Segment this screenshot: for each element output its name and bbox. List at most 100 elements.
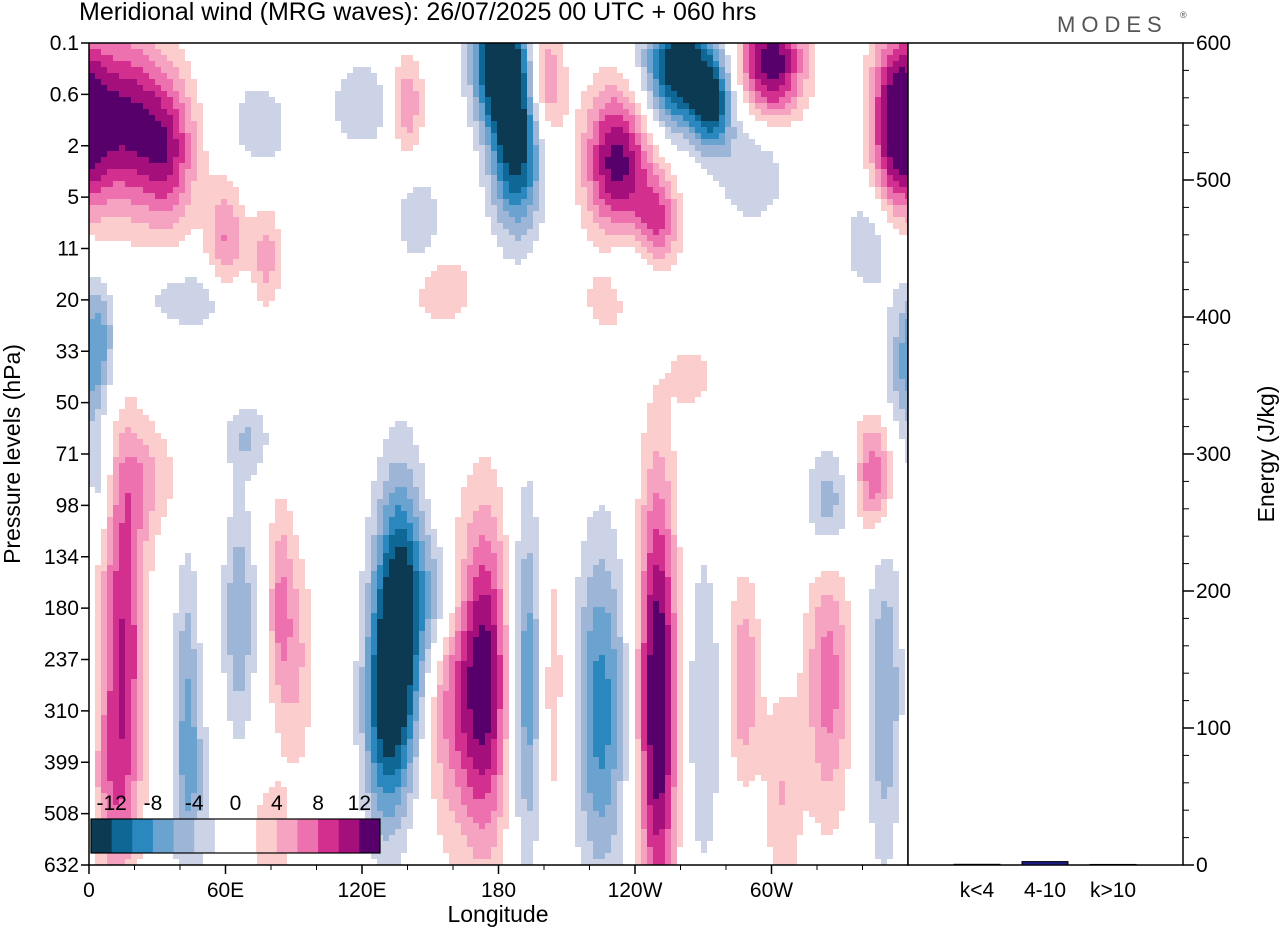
heatmap-cell xyxy=(647,67,653,73)
heatmap-cell xyxy=(491,217,497,223)
heatmap-cell xyxy=(815,475,821,481)
heatmap-cell xyxy=(245,589,251,595)
heatmap-cell xyxy=(227,427,233,433)
heatmap-cell xyxy=(395,91,401,97)
heatmap-cell xyxy=(227,613,233,619)
heatmap-cell xyxy=(185,163,191,169)
heatmap-cell xyxy=(155,463,161,469)
heatmap-cell xyxy=(695,103,701,109)
heatmap-cell xyxy=(359,103,365,109)
heatmap-cell xyxy=(137,541,143,547)
heatmap-cell xyxy=(599,229,605,235)
heatmap-cell xyxy=(593,199,599,205)
heatmap-cell xyxy=(227,541,233,547)
heatmap-cell xyxy=(857,457,863,463)
heatmap-cell xyxy=(509,139,515,145)
heatmap-cell xyxy=(425,187,431,193)
heatmap-cell xyxy=(533,547,539,553)
heatmap-cell xyxy=(761,79,767,85)
heatmap-cell xyxy=(245,547,251,553)
heatmap-cell xyxy=(431,205,437,211)
heatmap-cell xyxy=(647,529,653,535)
heatmap-cell xyxy=(605,229,611,235)
heatmap-cell xyxy=(467,565,473,571)
heatmap-cell xyxy=(491,103,497,109)
heatmap-cell xyxy=(299,607,305,613)
heatmap-cell xyxy=(167,97,173,103)
heatmap-cell xyxy=(683,133,689,139)
heatmap-cell xyxy=(575,133,581,139)
heatmap-cell xyxy=(137,523,143,529)
heatmap-cell xyxy=(407,67,413,73)
heatmap-cell xyxy=(593,553,599,559)
heatmap-cell xyxy=(659,73,665,79)
heatmap-cell xyxy=(167,487,173,493)
heatmap-cell xyxy=(371,73,377,79)
heatmap-cell xyxy=(515,241,521,247)
heatmap-cell xyxy=(155,445,161,451)
heatmap-cell xyxy=(839,601,845,607)
heatmap-cell xyxy=(587,115,593,121)
heatmap-cell xyxy=(257,145,263,151)
heatmap-cell xyxy=(863,115,869,121)
heatmap-cell xyxy=(419,205,425,211)
heatmap-cell xyxy=(905,385,908,391)
heatmap-cell xyxy=(851,247,857,253)
heatmap-cell xyxy=(395,133,401,139)
heatmap-cell xyxy=(881,595,887,601)
heatmap-cell xyxy=(509,79,515,85)
heatmap-cell xyxy=(371,571,377,577)
heatmap-cell xyxy=(875,133,881,139)
heatmap-cell xyxy=(479,145,485,151)
heatmap-cell xyxy=(479,547,485,553)
heatmap-cell xyxy=(95,325,101,331)
heatmap-cell xyxy=(881,49,887,55)
heatmap-cell xyxy=(113,577,119,583)
heatmap-cell xyxy=(389,565,395,571)
heatmap-cell xyxy=(419,199,425,205)
heatmap-cell xyxy=(377,463,383,469)
heatmap-cell xyxy=(545,85,551,91)
heatmap-cell xyxy=(101,79,107,85)
heatmap-cell xyxy=(695,85,701,91)
heatmap-cell xyxy=(887,133,893,139)
heatmap-cell xyxy=(599,505,605,511)
heatmap-cell xyxy=(161,223,167,229)
heatmap-cell xyxy=(425,595,431,601)
heatmap-cell xyxy=(383,613,389,619)
heatmap-cell xyxy=(209,187,215,193)
heatmap-cell xyxy=(125,91,131,97)
heatmap-cell xyxy=(437,589,443,595)
heatmap-cell xyxy=(743,601,749,607)
heatmap-cell xyxy=(113,421,119,427)
heatmap-cell xyxy=(641,541,647,547)
heatmap-cell xyxy=(599,547,605,553)
heatmap-cell xyxy=(671,487,677,493)
heatmap-cell xyxy=(695,127,701,133)
heatmap-cell xyxy=(137,169,143,175)
heatmap-cell xyxy=(263,253,269,259)
heatmap-cell xyxy=(641,133,647,139)
heatmap-cell xyxy=(707,601,713,607)
heatmap-cell xyxy=(653,223,659,229)
heatmap-cell xyxy=(383,487,389,493)
heatmap-cell xyxy=(197,175,203,181)
heatmap-cell xyxy=(677,43,683,49)
heatmap-cell xyxy=(137,433,143,439)
heatmap-cell xyxy=(197,289,203,295)
heatmap-cell xyxy=(131,505,137,511)
heatmap-cell xyxy=(263,439,269,445)
heatmap-cell xyxy=(527,205,533,211)
heatmap-cell xyxy=(365,97,371,103)
heatmap-cell xyxy=(515,157,521,163)
heatmap-cell xyxy=(113,85,119,91)
heatmap-cell xyxy=(899,301,905,307)
heatmap-cell xyxy=(491,157,497,163)
heatmap-cell xyxy=(599,307,605,313)
heatmap-cell xyxy=(743,97,749,103)
heatmap-cell xyxy=(467,529,473,535)
heatmap-cell xyxy=(905,301,908,307)
heatmap-cell xyxy=(155,529,161,535)
heatmap-cell xyxy=(119,487,125,493)
heatmap-cell xyxy=(137,115,143,121)
